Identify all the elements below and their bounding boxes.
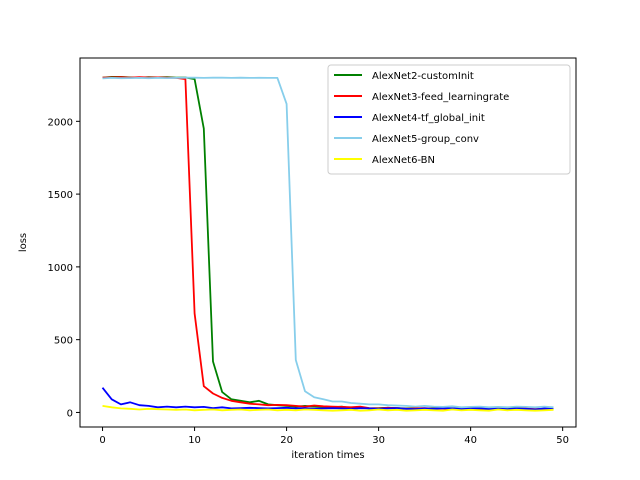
x-axis: 0 10 20 30 40 50 bbox=[99, 427, 569, 446]
x-tick-label: 20 bbox=[280, 435, 293, 446]
y-tick-label: 2000 bbox=[48, 117, 73, 128]
y-tick-label: 1000 bbox=[48, 263, 73, 274]
legend-box bbox=[327, 64, 571, 175]
legend-label-5: AlexNet6-BN bbox=[372, 155, 435, 166]
y-axis-label: loss bbox=[18, 233, 29, 252]
y-tick-label: 500 bbox=[54, 336, 73, 347]
legend: AlexNet2-customInit AlexNet3-feed_learnin… bbox=[327, 64, 571, 175]
x-tick-label: 10 bbox=[188, 435, 201, 446]
legend-label-1: AlexNet2-customInit bbox=[372, 71, 474, 82]
series-layer bbox=[101, 76, 554, 412]
x-tick-label: 50 bbox=[556, 435, 569, 446]
x-axis-label: iteration times bbox=[291, 450, 364, 461]
series-line-5 bbox=[102, 405, 554, 412]
y-tick-label: 1500 bbox=[48, 190, 73, 201]
series-line-4 bbox=[102, 76, 554, 409]
legend-label-4: AlexNet5-group_conv bbox=[372, 134, 479, 145]
y-axis: 0 500 1000 1500 2000 bbox=[48, 117, 80, 419]
legend-label-3: AlexNet4-tf_global_init bbox=[372, 113, 485, 124]
legend-label-2: AlexNet3-feed_learningrate bbox=[372, 92, 509, 103]
plot-frame bbox=[79, 57, 577, 428]
series-line-3 bbox=[101, 387, 554, 411]
x-tick-label: 0 bbox=[99, 435, 105, 446]
x-tick-label: 30 bbox=[372, 435, 385, 446]
y-tick-label: 0 bbox=[67, 408, 73, 419]
x-tick-label: 40 bbox=[464, 435, 477, 446]
